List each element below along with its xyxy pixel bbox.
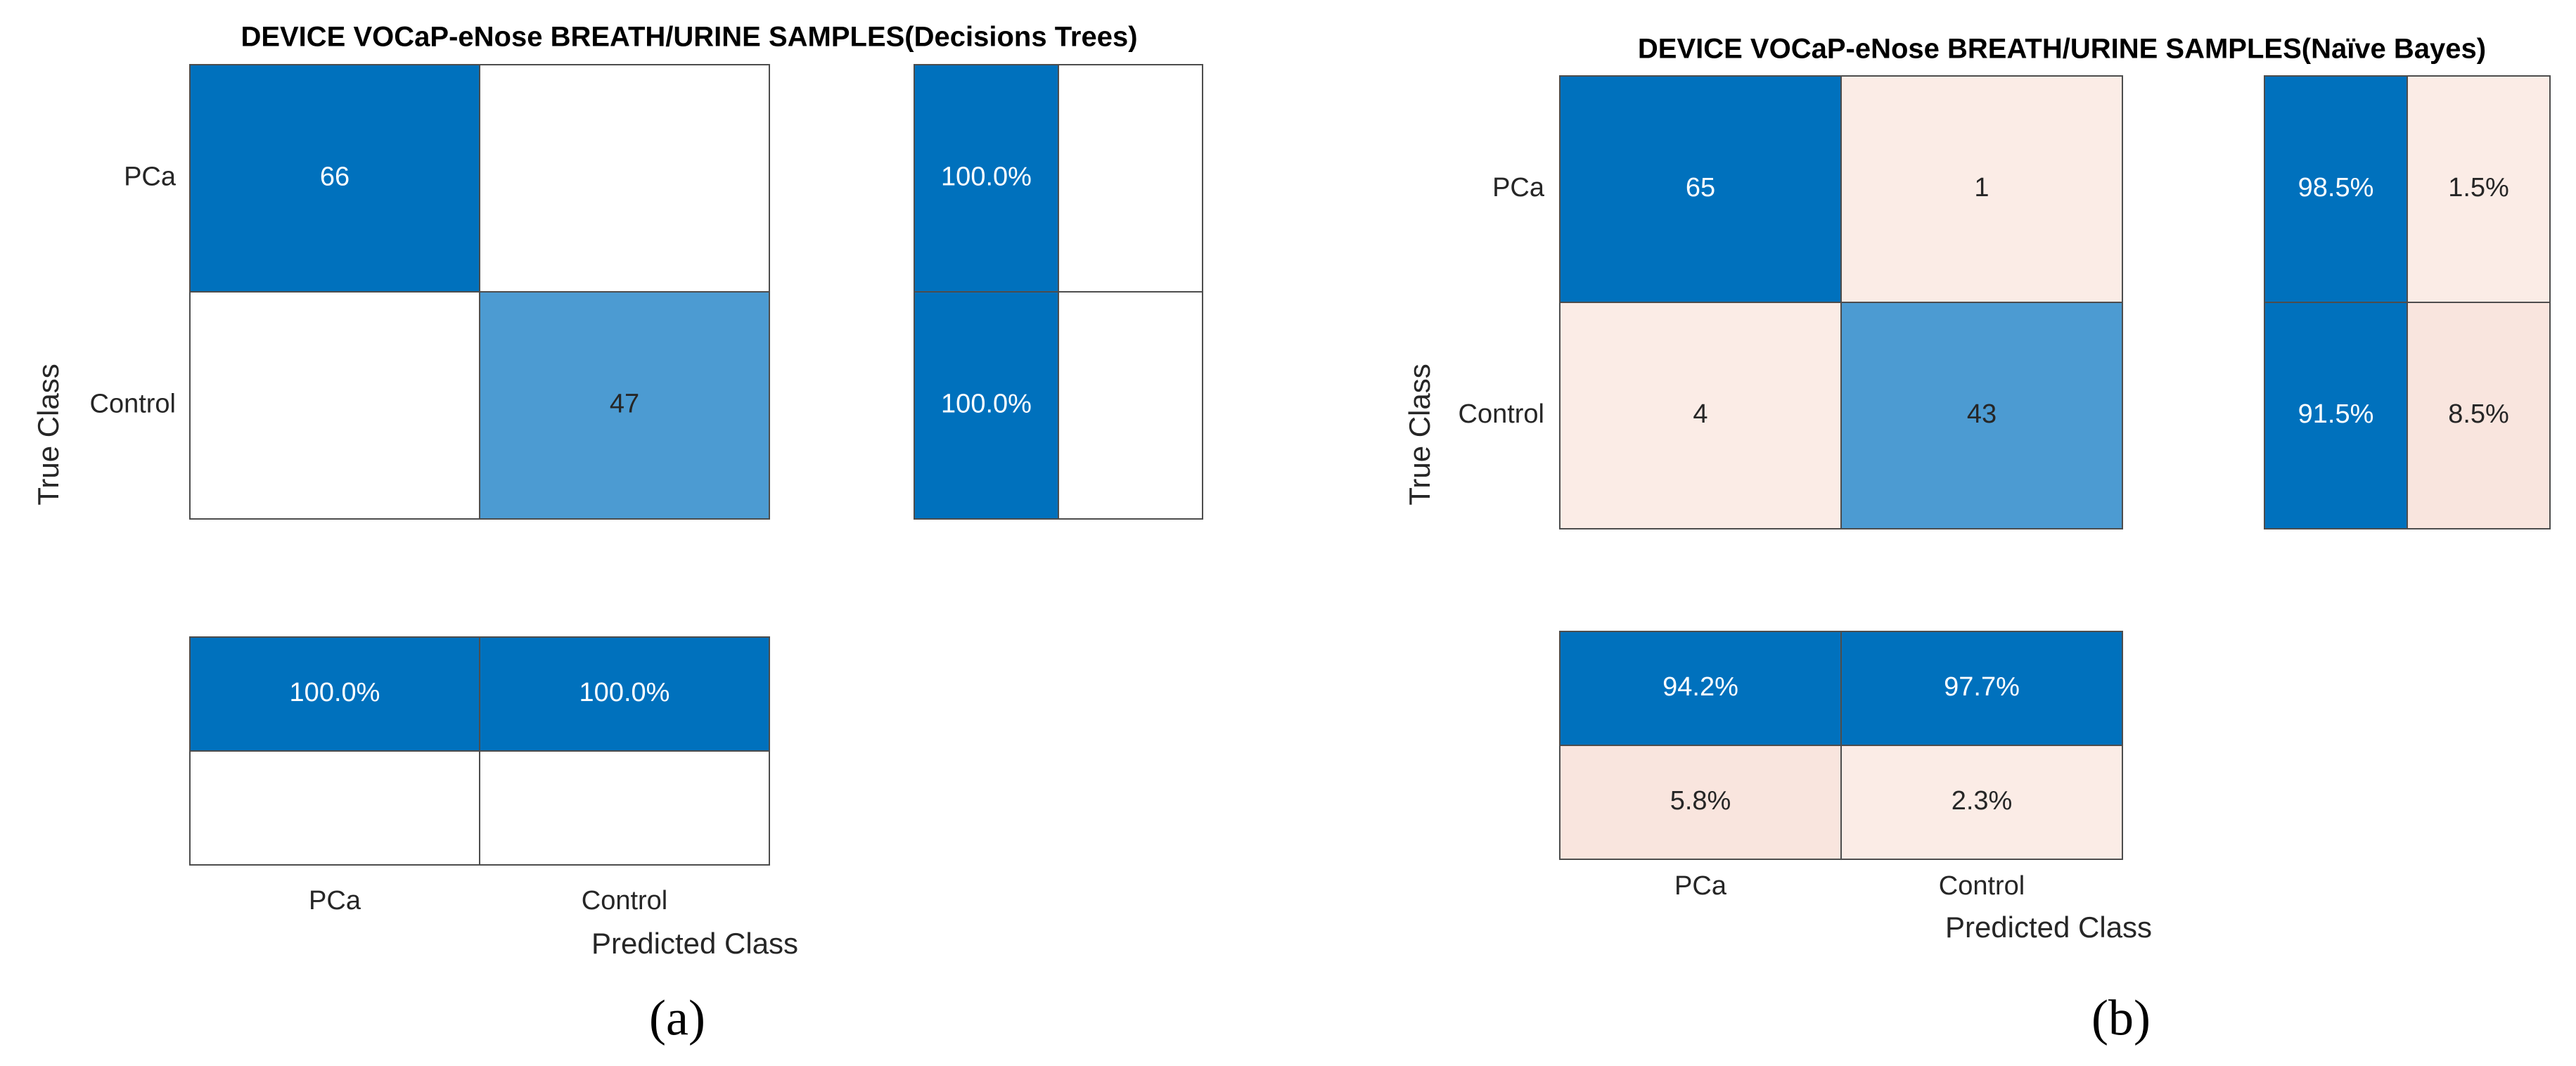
matrix-cell-pca-control: [479, 64, 770, 293]
matrix-cell-control-pca: [189, 291, 480, 520]
matrix-value: 43: [1967, 399, 1997, 429]
column-summary-value: 5.8%: [1670, 786, 1731, 816]
chart-title: DEVICE VOCaP-eNose BREATH/URINE SAMPLES(…: [241, 22, 1137, 53]
matrix-value: 47: [610, 390, 639, 419]
predicted-class-tick-label: PCa: [1674, 871, 1727, 901]
matrix-value: 4: [1693, 399, 1707, 429]
column-summary-cell: [189, 636, 480, 752]
column-summary-value: 97.7%: [1944, 672, 2020, 702]
column-summary-cell: [1840, 631, 2123, 746]
row-summary-cell: [1058, 291, 1203, 520]
column-summary-value: 100.0%: [579, 678, 670, 707]
row-summary-value: 100.0%: [941, 162, 1032, 192]
true-class-tick-label: PCa: [1492, 173, 1545, 203]
row-summary-value: 100.0%: [941, 390, 1032, 419]
column-summary-cell: [1840, 745, 2123, 860]
row-summary-cell: [914, 64, 1059, 293]
matrix-cell-control-control: [479, 291, 770, 520]
column-summary-value: 100.0%: [290, 678, 380, 707]
column-summary-cell: [189, 750, 480, 866]
confusion-chart-b: DEVICE VOCaP-eNose BREATH/URINE SAMPLES(…: [1403, 34, 2551, 1046]
panel-label: (a): [649, 990, 705, 1046]
matrix-cell-control-pca: [1559, 302, 1842, 529]
matrix-cell-pca-pca: [1559, 75, 1842, 303]
true-class-tick-label: Control: [1459, 399, 1545, 429]
true-class-tick-label: Control: [90, 390, 177, 419]
column-summary-cell: [1559, 631, 1842, 746]
y-axis-label: True Class: [1403, 364, 1436, 506]
column-summary-cell: [1559, 745, 1842, 860]
row-summary-cell: [1058, 64, 1203, 293]
row-summary-cell: [914, 291, 1059, 520]
x-axis-label: Predicted Class: [1945, 911, 2152, 944]
matrix-cell-pca-pca: [189, 64, 480, 293]
column-summary-cell: [479, 750, 770, 866]
confusion-chart-a: DEVICE VOCaP-eNose BREATH/URINE SAMPLES(…: [32, 22, 1203, 1046]
chart-title: DEVICE VOCaP-eNose BREATH/URINE SAMPLES(…: [1638, 34, 2486, 65]
predicted-class-tick-label: Control: [582, 886, 668, 916]
row-summary-cell: [2407, 302, 2551, 529]
predicted-class-tick-label: Control: [1939, 871, 2025, 901]
row-summary-value: 8.5%: [2448, 399, 2509, 429]
matrix-cell-pca-control: [1840, 75, 2123, 303]
x-axis-label: Predicted Class: [591, 927, 798, 960]
row-summary-cell: [2264, 302, 2408, 529]
predicted-class-tick-label: PCa: [309, 886, 361, 916]
column-summary-value: 2.3%: [1952, 786, 2013, 816]
row-summary-value: 1.5%: [2448, 173, 2509, 203]
row-summary-value: 98.5%: [2298, 173, 2374, 203]
row-summary-cell: [2407, 75, 2551, 303]
matrix-cell-control-control: [1840, 302, 2123, 529]
column-summary-cell: [479, 636, 770, 752]
panel-label: (b): [2091, 990, 2151, 1046]
matrix-value: 65: [1686, 173, 1715, 203]
matrix-value: 1: [1974, 173, 1989, 203]
matrix-value: 66: [320, 162, 350, 192]
row-summary-value: 91.5%: [2298, 399, 2374, 429]
column-summary-value: 94.2%: [1662, 672, 1738, 702]
true-class-tick-label: PCa: [124, 162, 177, 192]
y-axis-label: True Class: [32, 364, 65, 506]
